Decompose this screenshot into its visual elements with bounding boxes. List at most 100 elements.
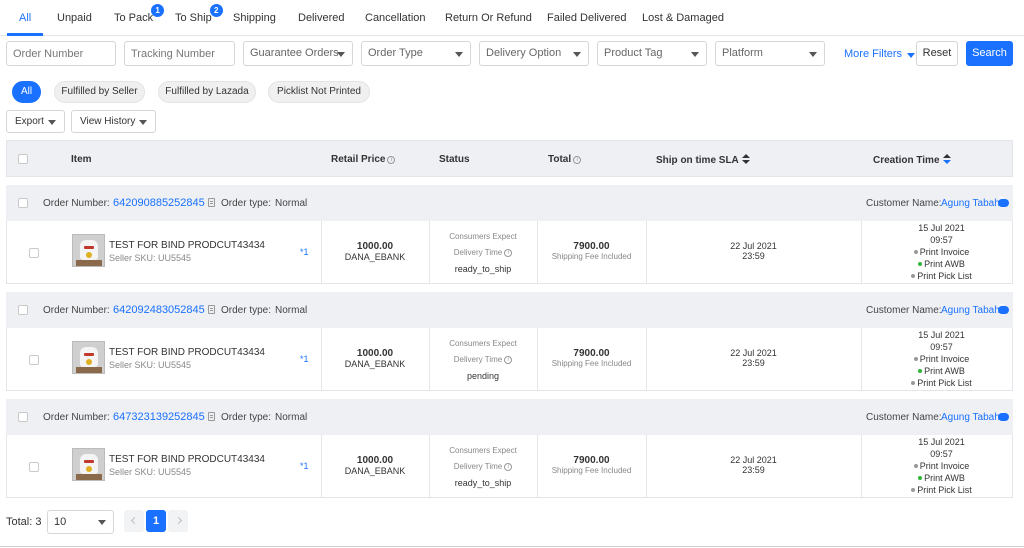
reset-button[interactable]: Reset — [916, 41, 958, 66]
info-icon[interactable]: i — [387, 156, 396, 164]
tab-shipping[interactable]: Shipping — [233, 12, 276, 24]
next-page-button[interactable] — [168, 510, 188, 532]
column-creation-time[interactable]: Creation Time — [873, 154, 951, 166]
chat-icon[interactable] — [998, 410, 1009, 421]
column-label: Total — [548, 154, 572, 165]
guarantee-orders-select[interactable]: Guarantee Orders — [243, 41, 353, 66]
sla-cell: 22 Jul 2021 23:59 — [646, 348, 861, 368]
retail-price-cell: 1000.00 DANA_EBANK — [321, 455, 429, 476]
creation-time-cell: 15 Jul 2021 09:57 Print Invoice Print AW… — [869, 222, 1014, 282]
export-dropdown[interactable]: Export — [6, 110, 65, 133]
retail-price-cell: 1000.00 DANA_EBANK — [321, 241, 429, 262]
product-tag-select[interactable]: Product Tag — [597, 41, 707, 66]
copy-icon[interactable] — [208, 198, 215, 207]
copy-icon[interactable] — [208, 305, 215, 314]
delivery-time-label: Delivery Time i — [429, 352, 537, 368]
delivery-time-label: Delivery Time i — [429, 459, 537, 475]
order-header: Order Number: 642092483052845 Order type… — [6, 292, 1013, 328]
item-checkbox[interactable] — [29, 355, 39, 365]
product-image[interactable] — [72, 341, 105, 374]
sla-cell: 22 Jul 2021 23:59 — [646, 455, 861, 475]
select-label: Delivery Option — [486, 47, 562, 59]
status-cell: Consumers Expect Delivery Time i ready_to… — [429, 229, 537, 277]
tab-to-pack[interactable]: To Pack 1 — [114, 4, 165, 24]
order-number-label: Order Number: — [43, 305, 110, 316]
tab-failed-delivered[interactable]: Failed Delivered — [547, 12, 627, 24]
order-checkbox[interactable] — [18, 305, 28, 315]
order-number-link[interactable]: 647323139252845 — [113, 411, 205, 423]
page-button-current[interactable]: 1 — [146, 510, 166, 532]
tab-unpaid[interactable]: Unpaid — [57, 12, 92, 24]
customer-name-link[interactable]: Agung Tabah — [941, 412, 1000, 423]
print-pick-list-link[interactable]: Print Pick List — [869, 484, 1014, 496]
order-type-label: Order type: — [221, 305, 272, 316]
order-number-link[interactable]: 642092483052845 — [113, 304, 205, 316]
item-checkbox[interactable] — [29, 462, 39, 472]
order-type-value: Normal — [275, 198, 308, 209]
print-pick-list-link[interactable]: Print Pick List — [869, 270, 1014, 282]
chat-icon[interactable] — [998, 303, 1009, 314]
order-type-value: Normal — [275, 305, 308, 316]
order-checkbox[interactable] — [18, 412, 28, 422]
delivery-time-text: Delivery Time — [453, 462, 503, 471]
info-icon[interactable]: i — [504, 249, 513, 257]
tab-all[interactable]: All — [19, 12, 32, 24]
print-invoice-link[interactable]: Print Invoice — [869, 460, 1014, 472]
order-number-link[interactable]: 642090885252845 — [113, 197, 205, 209]
customer-name-label: Customer Name: — [866, 412, 942, 423]
customer-name-link[interactable]: Agung Tabah — [941, 305, 1000, 316]
tab-cancellation[interactable]: Cancellation — [365, 12, 426, 24]
print-pick-list-link[interactable]: Print Pick List — [869, 377, 1014, 389]
order-number-input[interactable] — [6, 41, 116, 66]
quantity: *1 — [300, 461, 309, 471]
tracking-number-input[interactable] — [124, 41, 235, 66]
divider — [0, 546, 1024, 547]
info-icon[interactable]: i — [504, 356, 513, 364]
select-all-checkbox[interactable] — [18, 154, 28, 164]
chat-icon[interactable] — [998, 196, 1009, 207]
product-image[interactable] — [72, 234, 105, 267]
chip-fulfilled-by-seller[interactable]: Fulfilled by Seller — [54, 81, 145, 103]
product-name[interactable]: TEST FOR BIND PRODCUT43434 — [109, 240, 265, 251]
created-time: 09:57 — [930, 235, 953, 245]
product-name[interactable]: TEST FOR BIND PRODCUT43434 — [109, 347, 265, 358]
sla-date: 22 Jul 2021 — [730, 348, 777, 358]
delivery-option-select[interactable]: Delivery Option — [479, 41, 589, 66]
item-checkbox[interactable] — [29, 248, 39, 258]
product-image[interactable] — [72, 448, 105, 481]
order-type-value: Normal — [275, 412, 308, 423]
search-button[interactable]: Search — [966, 41, 1013, 66]
print-invoice-link[interactable]: Print Invoice — [869, 353, 1014, 365]
total-cell: 7900.00 Shipping Fee Included — [537, 455, 646, 475]
prev-page-button[interactable] — [124, 510, 144, 532]
print-awb-link[interactable]: Print AWB — [869, 258, 1014, 270]
print-invoice-link[interactable]: Print Invoice — [869, 246, 1014, 258]
customer-name-label: Customer Name: — [866, 198, 942, 209]
customer-name-link[interactable]: Agung Tabah — [941, 198, 1000, 209]
tab-lost-damaged[interactable]: Lost & Damaged — [642, 12, 724, 24]
product-name[interactable]: TEST FOR BIND PRODCUT43434 — [109, 454, 265, 465]
seller-sku: Seller SKU: UU5545 — [109, 467, 192, 477]
tab-label: To Pack — [114, 12, 154, 24]
view-history-dropdown[interactable]: View History — [71, 110, 156, 133]
tab-return-or-refund[interactable]: Return Or Refund — [445, 12, 532, 24]
print-awb-link[interactable]: Print AWB — [869, 365, 1014, 377]
platform-select[interactable]: Platform — [715, 41, 825, 66]
order-type-select[interactable]: Order Type — [361, 41, 471, 66]
copy-icon[interactable] — [208, 412, 215, 421]
more-filters-button[interactable]: More Filters — [844, 48, 916, 60]
consumers-expect: Consumers Expect — [449, 339, 517, 348]
order-checkbox[interactable] — [18, 198, 28, 208]
column-ship-sla[interactable]: Ship on time SLA — [656, 154, 750, 166]
page-size-select[interactable]: 10 — [47, 510, 114, 534]
info-icon[interactable]: i — [573, 156, 582, 164]
tab-delivered[interactable]: Delivered — [298, 12, 345, 24]
print-awb-link[interactable]: Print AWB — [869, 472, 1014, 484]
status-dot-icon — [913, 464, 918, 468]
info-icon[interactable]: i — [504, 463, 513, 471]
chip-all[interactable]: All — [12, 81, 41, 103]
chip-picklist-not-printed[interactable]: Picklist Not Printed — [268, 81, 370, 103]
tab-to-ship[interactable]: To Ship 2 — [175, 4, 223, 24]
chip-fulfilled-by-lazada[interactable]: Fulfilled by Lazada — [158, 81, 256, 103]
created-date: 15 Jul 2021 — [918, 437, 965, 447]
